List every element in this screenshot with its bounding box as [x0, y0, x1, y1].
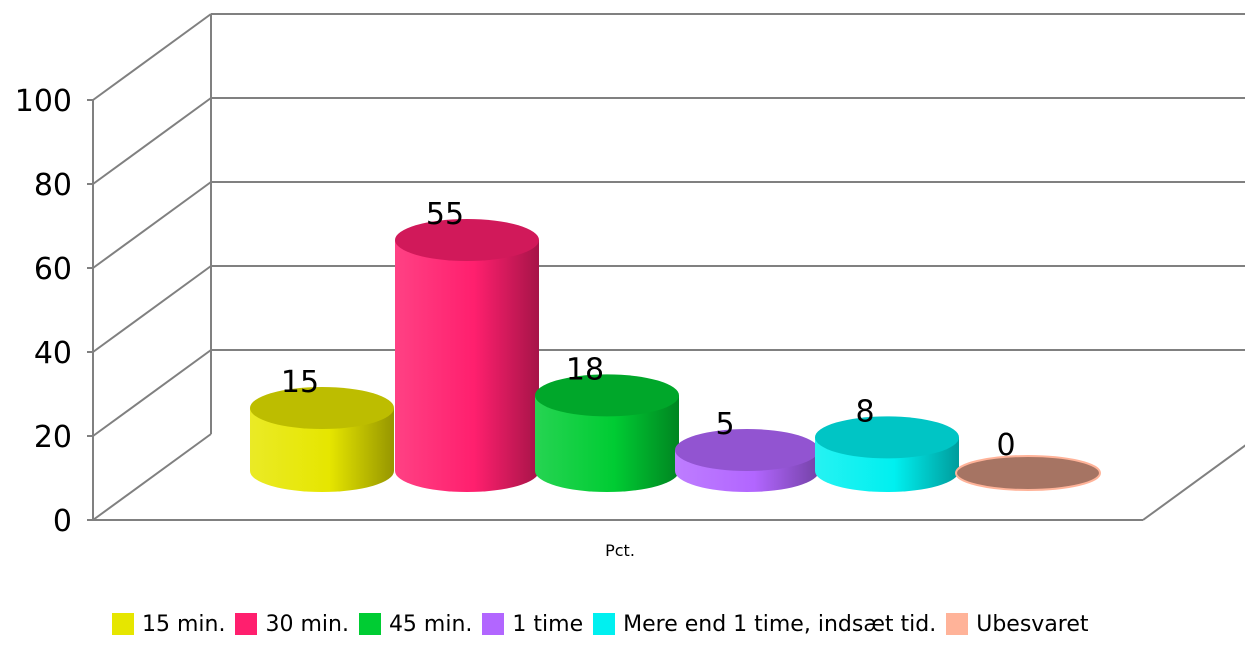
bar-top: [955, 455, 1101, 491]
y-tick-label: 20: [34, 420, 72, 455]
legend-item: 1 time: [482, 612, 583, 637]
legend-swatch: [593, 613, 616, 635]
side-wall-line: [92, 433, 212, 521]
bar-top: [395, 219, 539, 261]
bar-body: [535, 395, 679, 492]
side-wall-line: [92, 349, 212, 437]
legend-item: Ubesvaret: [946, 611, 1089, 637]
y-tick-label: 40: [34, 336, 72, 371]
x-axis-label: Pct.: [605, 541, 635, 560]
floor-right-edge: [1142, 444, 1245, 521]
data-label: 55: [426, 197, 464, 232]
bar-5: [815, 416, 959, 492]
legend-swatch: [358, 613, 381, 635]
y-tick-label: 80: [34, 168, 72, 203]
legend-label: 45 min.: [388, 611, 473, 637]
bar-top: [675, 429, 819, 471]
y-tick-label: 0: [53, 504, 72, 539]
bar-body: [250, 408, 394, 492]
legend: 15 min. 30 min. 45 min. 1 time Mere end 1 ti…: [112, 606, 1099, 642]
legend-swatch: [482, 613, 505, 635]
legend-swatch: [112, 613, 134, 635]
y-tick-label: 100: [15, 84, 72, 119]
legend-label: Ubesvaret: [976, 611, 1089, 637]
legend-item: 45 min.: [358, 611, 473, 637]
bar-top: [815, 416, 959, 459]
legend-swatch: [946, 613, 969, 635]
bar-6: [955, 455, 1101, 491]
bar-4: [675, 429, 819, 492]
legend-swatch: [235, 613, 258, 635]
data-label: 0: [996, 428, 1015, 463]
data-label: 15: [281, 365, 319, 400]
side-wall-line: [92, 97, 212, 185]
legend-item: 15 min.: [112, 612, 225, 637]
bar-top: [535, 374, 679, 417]
side-wall-line: [92, 265, 212, 353]
side-wall-line: [92, 181, 212, 269]
bar-3: [535, 374, 679, 492]
data-label: 5: [715, 407, 734, 442]
data-label: 18: [566, 352, 604, 387]
bar-2: [395, 219, 539, 492]
bar-body: [395, 240, 539, 492]
legend-label: Mere end 1 time, indsæt tid.: [623, 611, 937, 637]
bar-top: [250, 387, 394, 429]
legend-label: 1 time: [512, 611, 584, 637]
y-tick-label: 60: [34, 252, 72, 287]
bar-1: [250, 387, 394, 492]
legend-label: 30 min.: [265, 611, 349, 637]
legend-label: 15 min.: [142, 611, 226, 637]
legend-item: 30 min.: [235, 611, 349, 637]
data-label: 8: [855, 394, 874, 429]
legend-item: Mere end 1 time, indsæt tid.: [593, 612, 936, 637]
side-wall-line: [92, 13, 212, 101]
